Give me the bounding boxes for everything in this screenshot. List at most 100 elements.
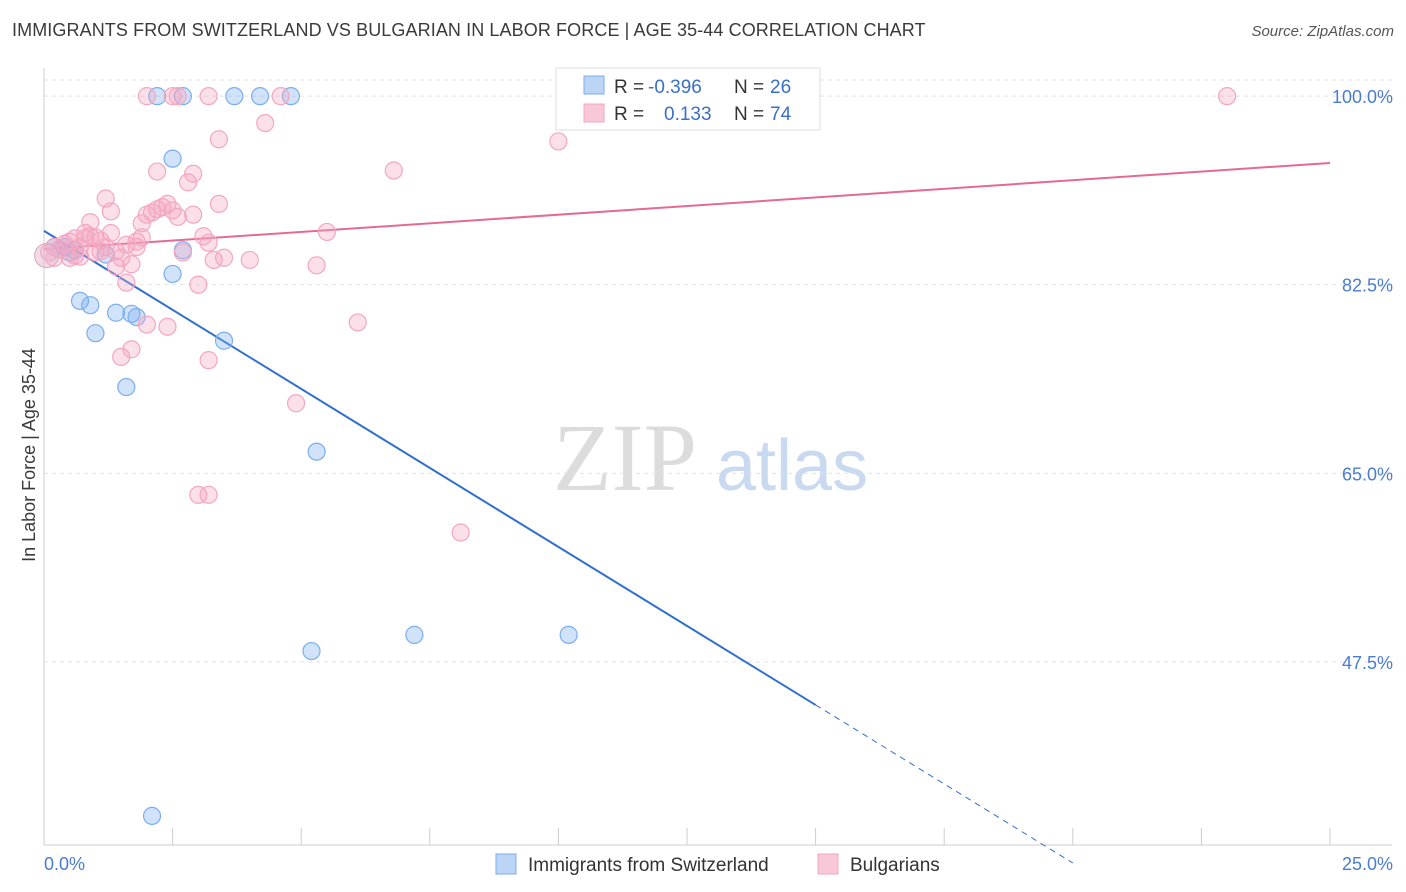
point-s0-7: [86, 324, 105, 343]
point-s1-57: [137, 87, 156, 106]
point-s1-48: [240, 250, 259, 270]
point-s0-6: [81, 296, 100, 315]
point-s1-61: [271, 87, 290, 106]
point-s1-51: [307, 256, 326, 275]
point-s0-12: [127, 307, 146, 327]
watermark-zip: ZIP: [553, 404, 697, 511]
legend-r-value-1: -0.396: [648, 77, 702, 98]
top-legend: R = -0.396 N = 26 R = 0.133 N = 74: [555, 67, 821, 131]
legend-swatch-bulgarians: [583, 103, 605, 123]
point-s0-22: [281, 87, 301, 106]
y-tick-label-2: 82.5%: [1342, 276, 1393, 296]
point-s0-11: [122, 304, 141, 323]
point-s1-41: [158, 317, 177, 336]
legend-swatch-switzerland: [583, 75, 605, 95]
bottom-legend-label-switzerland: Immigrants from Switzerland: [528, 855, 769, 876]
point-s0-21: [250, 87, 270, 106]
axes: [43, 68, 1392, 846]
point-s1-45: [199, 351, 218, 370]
point-s0-9: [106, 303, 126, 322]
point-s1-46: [189, 485, 208, 504]
point-s1-47: [199, 485, 218, 504]
point-s0-15: [163, 149, 182, 168]
point-s1-63: [76, 223, 95, 243]
point-s1-53: [348, 313, 367, 332]
point-s1-58: [163, 87, 182, 106]
data-points: [34, 87, 1237, 826]
point-s0-14: [148, 87, 167, 106]
watermark-atlas: atlas: [716, 426, 868, 506]
point-s1-34: [214, 248, 234, 267]
point-s1-55: [451, 523, 470, 542]
point-s1-71: [70, 247, 90, 266]
point-s1-37: [117, 273, 136, 292]
point-s1-4: [60, 232, 79, 251]
chart-title: IMMIGRANTS FROM SWITZERLAND VS BULGARIAN…: [12, 20, 926, 40]
legend-n-value-2: 74: [770, 104, 792, 125]
point-s1-62: [1218, 87, 1237, 106]
point-s0-26: [559, 625, 578, 644]
point-s0-20: [225, 87, 244, 106]
grid-lines: [44, 79, 1392, 663]
y-tick-label-0: 47.5%: [1342, 653, 1393, 673]
point-s1-27: [178, 173, 198, 192]
point-s1-65: [86, 228, 105, 247]
point-s0-19: [214, 331, 234, 350]
point-s1-25: [168, 207, 187, 226]
point-s1-33: [209, 194, 228, 214]
bottom-legend-swatch-bulgarians: [817, 853, 839, 875]
point-s1-36: [101, 202, 120, 221]
point-s1-56: [549, 132, 568, 151]
legend-n-value-1: 26: [770, 77, 791, 98]
legend-r-label-1: R =: [614, 77, 644, 98]
point-s1-38: [122, 340, 141, 359]
x-tick-label-1: 25.0%: [1342, 854, 1393, 874]
point-s1-73: [132, 228, 151, 247]
legend-r-value-2: 0.133: [664, 104, 712, 125]
point-s1-31: [199, 233, 218, 252]
point-s1-54: [384, 161, 403, 180]
point-s1-59: [168, 87, 187, 106]
chart-source: Source: ZipAtlas.com: [1251, 23, 1394, 40]
point-s1-40: [137, 315, 156, 334]
point-s1-20: [142, 203, 162, 222]
point-s1-44: [209, 130, 228, 149]
legend-n-label-1: N =: [734, 77, 764, 98]
point-s0-13: [142, 806, 162, 826]
point-s1-28: [184, 205, 203, 224]
point-s0-5: [70, 291, 90, 310]
point-s1-39: [112, 347, 131, 367]
point-s1-64: [81, 213, 100, 232]
point-s1-49: [256, 113, 275, 133]
y-axis-label: In Labor Force | Age 35-44: [19, 348, 39, 562]
bottom-legend-label-bulgarians: Bulgarians: [850, 855, 940, 876]
bottom-legend-swatch-switzerland: [495, 853, 517, 875]
point-s0-23: [302, 641, 321, 661]
legend-n-label-2: N =: [734, 104, 764, 125]
point-s0-10: [117, 377, 136, 397]
point-s1-50: [286, 394, 306, 413]
point-s1-22: [153, 198, 172, 217]
point-s1-16: [122, 255, 141, 274]
point-s1-52: [317, 222, 337, 242]
tick-labels: 47.5% 65.0% 82.5% 100.0% 0.0% 25.0%: [44, 87, 1393, 874]
legend-r-label-2: R =: [614, 104, 644, 125]
point-s0-25: [405, 625, 424, 644]
y-tick-label-3: 100.0%: [1332, 87, 1393, 107]
y-tick-label-1: 65.0%: [1342, 464, 1393, 484]
point-s1-66: [106, 257, 126, 276]
point-s1-70: [65, 229, 84, 248]
point-s1-12: [101, 223, 120, 243]
point-s1-43: [184, 164, 203, 183]
point-s1-60: [199, 87, 218, 106]
point-cluster: [34, 243, 60, 269]
point-s0-16: [163, 264, 182, 284]
point-s0-24: [307, 442, 326, 461]
bottom-legend: Immigrants from Switzerland Bulgarians: [495, 853, 940, 876]
point-s0-18: [173, 87, 192, 106]
point-s1-26: [173, 243, 192, 262]
trend-line-1: [43, 161, 1331, 251]
trend-line-0: [43, 229, 817, 706]
trend-lines: [43, 161, 1331, 864]
point-s1-29: [189, 275, 208, 294]
